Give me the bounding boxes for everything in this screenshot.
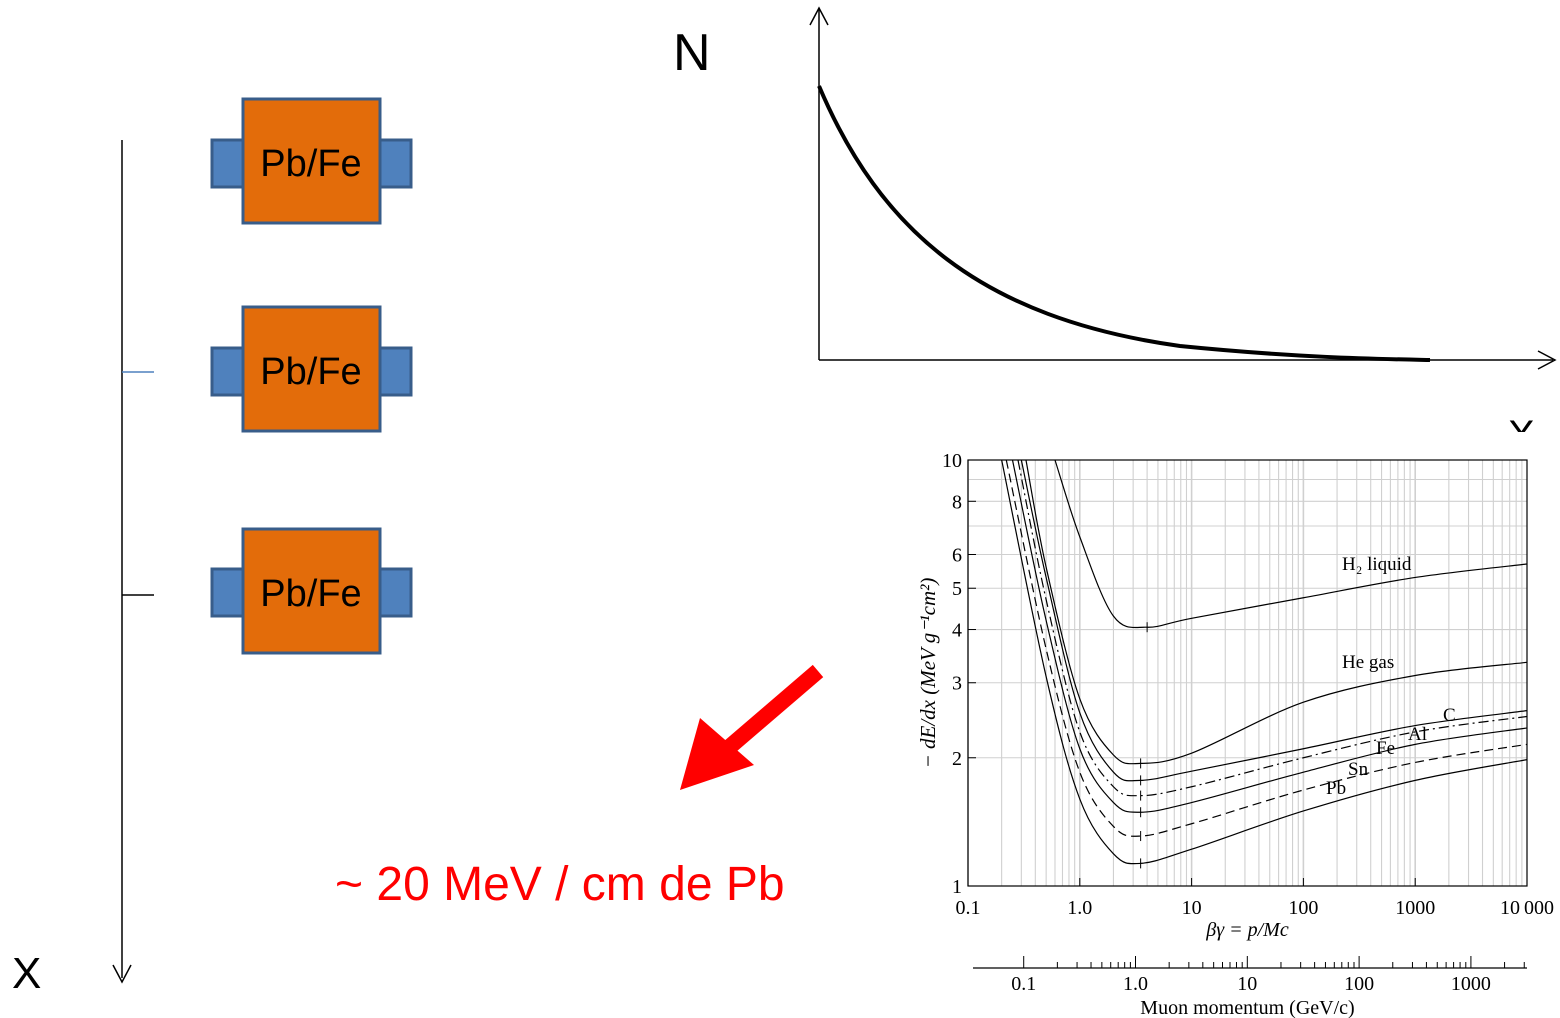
y-axis-label: − dE/dx (MeV g⁻¹cm²) — [916, 578, 940, 769]
y-tick-label: 10 — [942, 450, 962, 472]
n-axis-label: N — [673, 24, 711, 82]
secondary-tick-label: 1000 — [1451, 973, 1491, 995]
series-label: H₂ liquid — [1342, 554, 1412, 575]
attenuation-plot: N X — [673, 6, 1557, 457]
series-line — [1001, 459, 1528, 865]
x-tick-label: 10 — [1182, 897, 1202, 919]
decay-curve — [817, 85, 1431, 362]
x-axis-arrowhead — [1537, 350, 1557, 370]
absorber-block: Pb/Fe — [210, 527, 413, 655]
y-tick-label: 8 — [952, 491, 962, 513]
secondary-tick-label: 0.1 — [1011, 973, 1036, 995]
secondary-tick-label: 1.0 — [1123, 973, 1148, 995]
series-line — [1054, 459, 1528, 629]
y-tick-label: 3 — [952, 673, 962, 695]
series-label: Sn — [1348, 759, 1369, 780]
plot-frame — [967, 459, 1528, 887]
red-pointer-arrow — [680, 664, 824, 790]
absorber-label: Pb/Fe — [260, 573, 361, 615]
series-label: Al — [1408, 724, 1427, 745]
x-tick-label: 100 — [1288, 897, 1318, 919]
energy-loss-annotation: ~ 20 MeV / cm de Pb — [335, 858, 785, 911]
y-tick-label: 1 — [952, 876, 962, 898]
n-axis-arrowhead — [809, 6, 829, 26]
detector-left — [210, 138, 247, 189]
dedx-chart: 1 2 3 4 5 6 8 10 0.1 1.0 10 100 1000 10 000 βγ = p/Mc −… — [916, 450, 1554, 1018]
absorber-slab — [241, 527, 382, 655]
absorber-block: Pb/Fe — [210, 97, 413, 225]
depth-axis-arrowhead — [112, 964, 132, 984]
series-line — [1005, 459, 1528, 837]
detector-right — [376, 567, 413, 618]
detector-right — [376, 138, 413, 189]
absorber-slab — [241, 97, 382, 225]
secondary-tick-label: 100 — [1344, 973, 1374, 995]
series-label: C — [1443, 705, 1456, 726]
absorber-slab — [241, 305, 382, 433]
x-axis-label: βγ = p/Mc — [1205, 919, 1289, 941]
y-tick-label: 5 — [952, 578, 962, 600]
absorber-label: Pb/Fe — [260, 351, 361, 393]
detector-left — [210, 567, 247, 618]
chart-backdrop — [900, 432, 1560, 1018]
x-tick-label: 0.1 — [956, 897, 981, 919]
secondary-tick-label: 10 — [1237, 973, 1257, 995]
secondary-axis-label: Muon momentum (GeV/c) — [1140, 997, 1354, 1018]
x-tick-label: 10 000 — [1500, 897, 1554, 919]
detector-right — [376, 346, 413, 397]
y-tick-label: 6 — [952, 545, 962, 567]
x-tick-label: 1000 — [1395, 897, 1435, 919]
absorber-block: Pb/Fe — [210, 305, 413, 433]
series-label: He gas — [1342, 652, 1394, 673]
depth-axis-label: X — [12, 949, 41, 998]
y-tick-label: 4 — [952, 620, 962, 642]
y-tick-label: 2 — [952, 748, 962, 770]
detector-left — [210, 346, 247, 397]
series-label: Fe — [1376, 738, 1395, 759]
x-tick-label: 1.0 — [1067, 897, 1092, 919]
absorber-label: Pb/Fe — [260, 143, 361, 185]
series-label: Pb — [1326, 778, 1346, 799]
